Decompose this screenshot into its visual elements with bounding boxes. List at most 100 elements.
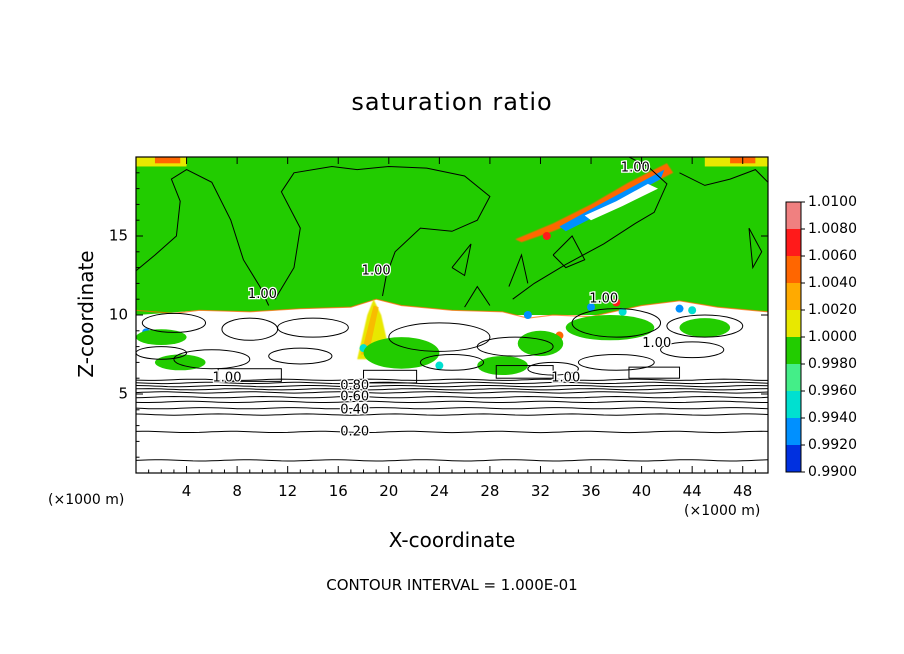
contour-cell-13 [419, 354, 485, 371]
contour-box-2 [495, 365, 554, 379]
contour-cell-4 [388, 322, 491, 352]
colorbar-label-9: 0.9940 [808, 410, 857, 426]
contour-line-10 [136, 381, 768, 385]
contour-one-2 [274, 165, 491, 300]
field-spot-6 [587, 303, 596, 312]
central-orange-streak [361, 305, 379, 355]
contour-label-4: 1.00 [589, 292, 618, 307]
contour-line-1 [136, 459, 768, 462]
x-tick-label-20: 20 [379, 482, 398, 500]
chart-title: saturation ratio [351, 88, 553, 116]
contour-label-2: 1.00 [248, 287, 277, 302]
colorbar-swatch-4 [786, 283, 801, 310]
colorbar-label-5: 1.0020 [808, 302, 857, 318]
upper-streak-red-dot [542, 232, 551, 240]
colorbar-swatch-7 [786, 364, 801, 391]
contour-one-8 [464, 285, 491, 308]
colorbar-label-2: 1.0080 [808, 221, 857, 237]
upper-streak-orange [515, 163, 674, 243]
top-left-orange-patch [154, 157, 181, 164]
x-tick-label-28: 28 [480, 482, 499, 500]
contour-one-1 [136, 169, 270, 306]
contour-cell-8 [577, 354, 655, 371]
contour-label-6: 1.00 [213, 371, 242, 386]
contour-cell-9 [660, 341, 725, 359]
x-tick-label-44: 44 [683, 482, 702, 500]
contour-lines [136, 157, 768, 462]
contour-one-6 [679, 169, 768, 186]
x-unit-label-left: (×1000 m) [48, 492, 125, 508]
colorbar-swatch-8 [786, 391, 801, 418]
field-spot-4 [675, 304, 684, 313]
y-tick-label-10: 10 [109, 306, 128, 324]
x-tick-label-16: 16 [329, 482, 348, 500]
contour-cell-12 [571, 308, 662, 338]
y-tick-label-15: 15 [109, 227, 128, 245]
green-blob-5 [679, 318, 731, 338]
colorbar-swatch-1 [786, 202, 801, 229]
contour-line-6 [136, 395, 768, 399]
green-blob-7 [154, 354, 206, 371]
green-blob-4 [565, 315, 655, 341]
x-tick-label-48: 48 [733, 482, 752, 500]
field-spot-9 [612, 298, 621, 307]
x-tick-label-24: 24 [430, 482, 449, 500]
colorbar-swatch-9 [786, 418, 801, 445]
x-tick-label-40: 40 [632, 482, 651, 500]
contour-line-2 [136, 430, 768, 434]
contour-cell-7 [268, 347, 333, 365]
x-axis: 4 8 12 16 20 24 28 32 36 40 44 48 [148, 157, 756, 500]
contour-line-11 [136, 378, 768, 381]
colorbar-label-8: 0.9960 [808, 383, 857, 399]
contour-label-1: 1.00 [621, 161, 650, 176]
colorbar-swatch-3 [786, 256, 801, 283]
contour-line-8 [136, 388, 768, 391]
y-tick-label-5: 5 [118, 385, 128, 403]
contour-label-9: 0.60 [340, 390, 369, 405]
contour-cell-5 [476, 336, 554, 357]
x-tick-label-36: 36 [581, 482, 600, 500]
contour-label-3: 1.00 [362, 263, 391, 278]
contour-cell-6 [173, 349, 251, 370]
colorbar: 1.0100 1.0080 1.0060 1.0040 1.0020 1.0000 0.99… [785, 194, 857, 480]
colorbar-label-3: 1.0060 [808, 248, 857, 264]
colorbar-label-1: 1.0100 [808, 194, 857, 210]
contour-line-3 [136, 413, 768, 416]
contour-cell-11 [666, 314, 744, 338]
x-tick-label-12: 12 [278, 482, 297, 500]
x-tick-label-8: 8 [232, 482, 242, 500]
colorbar-swatch-2 [786, 229, 801, 256]
colorbar-label-11: 0.9900 [808, 464, 857, 480]
green-blob-6 [136, 329, 187, 346]
contour-line-7 [136, 391, 768, 394]
colorbar-label-4: 1.0040 [808, 275, 857, 291]
colorbar-label-7: 0.9980 [808, 356, 857, 372]
colorbar-swatch-10 [786, 445, 801, 472]
field-spot-11 [523, 311, 532, 319]
plot-area: 1.00 1.00 1.00 1.00 1.00 1.00 1.00 0.800.600.40… [136, 157, 768, 473]
x-tick-label-32: 32 [531, 482, 550, 500]
contour-label-8: 0.80 [340, 379, 369, 394]
contour-line-5 [136, 400, 768, 403]
x-axis-label: X-coordinate [388, 528, 516, 552]
contour-interval-label: CONTOUR INTERVAL = 1.000E-01 [326, 576, 578, 594]
contour-box-1 [363, 369, 418, 384]
field-spot-10 [435, 361, 444, 370]
colorbar-label-10: 0.9920 [808, 437, 857, 453]
contour-label-7: 1.00 [551, 371, 580, 386]
colorbar-swatch-5 [786, 310, 801, 337]
field-spot-7 [618, 307, 627, 316]
y-axis: 5 10 15 [109, 172, 768, 458]
field-spot-5 [688, 306, 697, 315]
cloud-top-rim [136, 298, 768, 319]
contour-cell-10 [136, 346, 188, 360]
x-unit-label-right: (×1000 m) [684, 503, 761, 519]
contour-cell-3 [277, 317, 349, 338]
contour-label-10: 0.40 [340, 402, 369, 417]
colorbar-swatch-6 [786, 337, 801, 364]
contour-line-9 [136, 385, 768, 388]
contour-labels: 1.00 1.00 1.00 1.00 1.00 1.00 1.00 0.800.600.40… [211, 159, 672, 440]
contour-label-5: 1.00 [642, 336, 671, 351]
contour-one-7 [748, 227, 763, 270]
